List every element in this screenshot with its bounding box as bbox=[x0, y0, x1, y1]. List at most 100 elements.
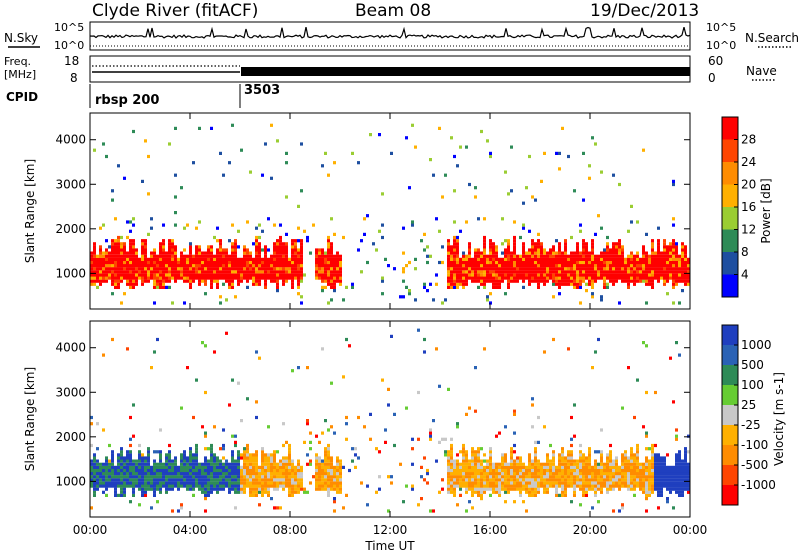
heatmap-cell bbox=[612, 273, 615, 277]
heatmap-cell bbox=[276, 282, 279, 286]
heatmap-cell bbox=[534, 273, 537, 277]
heatmap-cell bbox=[210, 270, 213, 274]
heatmap-cell bbox=[576, 475, 579, 479]
heatmap-cell bbox=[606, 472, 609, 476]
heatmap-cell bbox=[126, 459, 129, 463]
heatmap-cell bbox=[204, 475, 207, 479]
heatmap-cell bbox=[465, 481, 468, 485]
heatmap-cell bbox=[624, 468, 627, 473]
heatmap-cell bbox=[546, 270, 549, 274]
heatmap-cell bbox=[420, 497, 423, 501]
heatmap-cell bbox=[324, 459, 327, 463]
heatmap-cell bbox=[573, 260, 576, 265]
heatmap-cell bbox=[291, 459, 294, 463]
heatmap-cell bbox=[480, 276, 483, 280]
heatmap-cell bbox=[477, 447, 480, 451]
heatmap-cell bbox=[546, 484, 549, 488]
heatmap-cell bbox=[207, 475, 210, 479]
heatmap-cell bbox=[234, 490, 237, 494]
heatmap-cell bbox=[387, 475, 390, 479]
heatmap-cell bbox=[570, 270, 573, 274]
heatmap-cell bbox=[546, 254, 549, 258]
heatmap-cell bbox=[315, 472, 318, 476]
heatmap-cell bbox=[444, 173, 447, 177]
heatmap-cell bbox=[570, 456, 573, 460]
heatmap-cell bbox=[450, 285, 453, 289]
heatmap-cell bbox=[672, 400, 675, 404]
heatmap-cell bbox=[315, 487, 318, 491]
heatmap-cell bbox=[585, 245, 588, 249]
heatmap-cell bbox=[174, 276, 177, 280]
heatmap-cell bbox=[510, 447, 513, 451]
heatmap-cell bbox=[330, 298, 333, 302]
heatmap-cell bbox=[465, 450, 468, 454]
heatmap-cell bbox=[552, 279, 555, 283]
heatmap-cell bbox=[654, 459, 657, 463]
heatmap-cell bbox=[567, 270, 570, 274]
heatmap-cell bbox=[129, 229, 132, 233]
heatmap-cell bbox=[255, 468, 258, 473]
heatmap-cell bbox=[480, 475, 483, 479]
heatmap-cell bbox=[594, 484, 597, 488]
heatmap-cell bbox=[546, 251, 549, 255]
heatmap-cell bbox=[492, 248, 495, 252]
heatmap-cell bbox=[129, 478, 132, 482]
heatmap-cell bbox=[99, 264, 102, 268]
heatmap-cell bbox=[453, 475, 456, 479]
heatmap-cell bbox=[267, 478, 270, 482]
heatmap-cell bbox=[579, 475, 582, 479]
heatmap-cell bbox=[486, 257, 489, 261]
heatmap-cell bbox=[174, 456, 177, 460]
heatmap-cell bbox=[306, 422, 309, 426]
heatmap-cell bbox=[636, 264, 639, 268]
heatmap-cell bbox=[603, 468, 606, 473]
heatmap-cell bbox=[471, 459, 474, 463]
heatmap-cell bbox=[645, 493, 648, 497]
heatmap-cell bbox=[501, 217, 504, 221]
heatmap-cell bbox=[582, 472, 585, 476]
heatmap-cell bbox=[270, 497, 273, 501]
heatmap-cell bbox=[591, 484, 594, 488]
heatmap-cell bbox=[564, 490, 567, 494]
heatmap-cell bbox=[276, 248, 279, 252]
heatmap-cell bbox=[495, 487, 498, 491]
heatmap-cell bbox=[192, 161, 195, 165]
heatmap-cell bbox=[582, 475, 585, 479]
heatmap-cell bbox=[627, 462, 630, 466]
heatmap-cell bbox=[540, 276, 543, 280]
heatmap-cell bbox=[222, 481, 225, 485]
heatmap-cell bbox=[570, 481, 573, 485]
heatmap-cell bbox=[669, 487, 672, 491]
heatmap-cell bbox=[240, 273, 243, 277]
heatmap-cell bbox=[507, 279, 510, 283]
heatmap-cell bbox=[525, 481, 528, 485]
heatmap-cell bbox=[261, 447, 264, 451]
heatmap-cell bbox=[651, 450, 654, 454]
heatmap-cell bbox=[612, 475, 615, 479]
heatmap-cell bbox=[114, 481, 117, 485]
heatmap-cell bbox=[273, 468, 276, 473]
heatmap-cell bbox=[345, 337, 348, 342]
heatmap-cell bbox=[213, 484, 216, 488]
heatmap-cell bbox=[447, 450, 450, 454]
heatmap-cell bbox=[123, 481, 126, 485]
heatmap-cell bbox=[144, 481, 147, 485]
heatmap-cell bbox=[558, 270, 561, 274]
heatmap-cell bbox=[612, 509, 615, 513]
heatmap-cell bbox=[606, 490, 609, 494]
heatmap-cell bbox=[582, 481, 585, 485]
heatmap-cell bbox=[270, 176, 273, 180]
heatmap-cell bbox=[471, 273, 474, 277]
heatmap-cell bbox=[108, 273, 111, 277]
heatmap-cell bbox=[498, 279, 501, 283]
heatmap-cell bbox=[150, 468, 153, 473]
heatmap-cell bbox=[222, 468, 225, 473]
heatmap-cell bbox=[555, 475, 558, 479]
heatmap-cell bbox=[576, 260, 579, 265]
heatmap-cell bbox=[189, 264, 192, 268]
heatmap-cell bbox=[300, 468, 303, 473]
heatmap-cell bbox=[156, 254, 159, 258]
heatmap-cell bbox=[669, 472, 672, 476]
heatmap-cell bbox=[93, 456, 96, 460]
heatmap-cell bbox=[678, 456, 681, 460]
